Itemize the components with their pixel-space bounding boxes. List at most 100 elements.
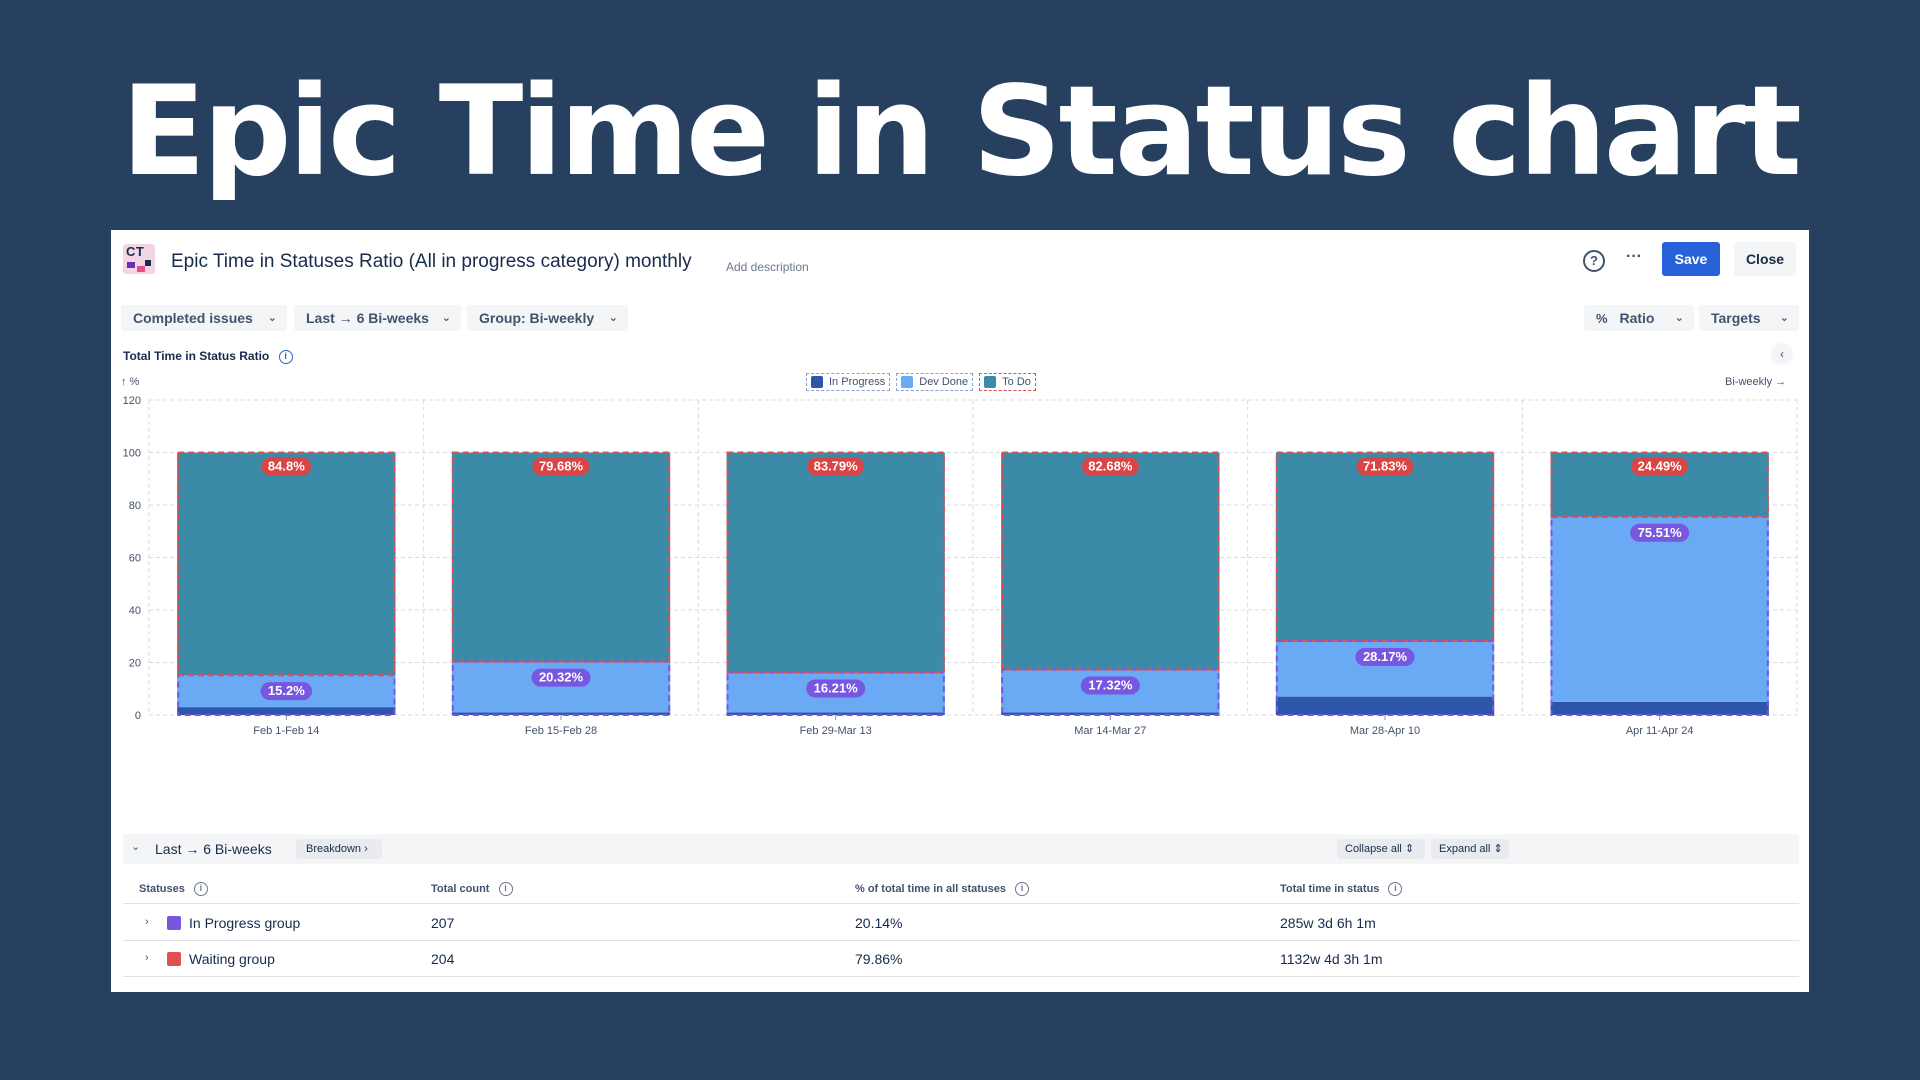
total-time-cell: 1132w 4d 3h 1m	[1280, 951, 1383, 967]
bar-segment	[177, 707, 396, 715]
view-mode-dropdown[interactable]: % Ratio ⌄	[1584, 305, 1694, 331]
legend-item-dev-done[interactable]: Dev Done	[896, 373, 974, 391]
collapse-all-label: Collapse all	[1345, 843, 1402, 855]
waiting-percent-label: 84.8%	[268, 459, 305, 474]
legend-label: Dev Done	[919, 376, 969, 388]
x-tick-label: Apr 11-Apr 24	[1626, 725, 1694, 737]
row-divider	[123, 976, 1799, 977]
expand-all-label: Expand all	[1439, 843, 1491, 855]
y-tick-label: 80	[129, 500, 141, 512]
chevron-down-icon[interactable]: ⌄	[131, 841, 141, 853]
help-icon[interactable]: ?	[1583, 250, 1605, 272]
info-icon[interactable]: i	[1015, 882, 1030, 896]
chart-heading: Total Time in Status Ratio i	[123, 349, 293, 364]
chevron-right-icon[interactable]: ›	[145, 952, 149, 964]
stacked-bar-chart: 0 20 40 60 80 100 120 84.8% 15.2% Feb 1-Feb 14 79.…	[123, 395, 1798, 737]
collapse-all-button[interactable]: Collapse all ⇕	[1337, 839, 1425, 859]
more-options-icon[interactable]: ···	[1626, 248, 1642, 265]
y-axis-unit: ↑ %	[121, 376, 140, 388]
in-progress-group-outline	[451, 660, 671, 717]
status-name[interactable]: Waiting group	[189, 951, 275, 967]
legend-item-in-progress[interactable]: In Progress	[806, 373, 891, 391]
app-logo-text: CT	[126, 244, 145, 259]
chevron-left-icon[interactable]: ‹	[1771, 343, 1793, 365]
chevron-right-icon: ›	[364, 843, 368, 855]
bar-segment	[1550, 516, 1769, 702]
y-tick-label: 0	[135, 710, 141, 722]
x-tick-label: Mar 14-Mar 27	[1074, 725, 1146, 737]
collapse-icon: ⇕	[1404, 843, 1415, 855]
y-tick-label: 100	[123, 448, 141, 460]
total-count-cell: 204	[431, 951, 455, 967]
column-header-percent: % of total time in all statuses i	[855, 882, 1030, 896]
bar-segment	[1275, 696, 1495, 715]
y-tick-label: 20	[129, 658, 141, 670]
waiting-percent-badge	[261, 457, 312, 476]
y-tick-label: 40	[129, 605, 141, 617]
waiting-percent-label: 79.68%	[539, 459, 584, 474]
waiting-percent-badge	[1081, 457, 1139, 476]
legend-swatch	[901, 376, 914, 388]
legend-item-to-do[interactable]: To Do	[979, 373, 1036, 391]
in-progress-percent-label: 16.21%	[814, 680, 859, 695]
expand-icon: ⇕	[1493, 843, 1503, 855]
in-progress-group-outline	[1275, 640, 1495, 717]
expand-all-button[interactable]: Expand all ⇕	[1431, 839, 1509, 859]
column-header-label: % of total time in all statuses	[855, 882, 1006, 895]
view-mode-label: Ratio	[1619, 310, 1655, 326]
bar-segment	[1001, 452, 1220, 670]
group-filter-dropdown[interactable]: Group: Bi-weekly ⌄	[467, 305, 628, 331]
x-axis-unit[interactable]: Bi-weekly →	[1725, 376, 1787, 388]
y-tick-label: 60	[129, 553, 141, 565]
info-icon[interactable]: i	[278, 349, 293, 364]
in-progress-percent-badge	[1355, 648, 1415, 667]
report-panel: CT Epic Time in Statuses Ratio (All in p…	[111, 230, 1809, 992]
waiting-group-outline	[726, 451, 945, 674]
breakdown-button[interactable]: Breakdown ›	[296, 839, 382, 859]
add-description-link[interactable]: Add description	[726, 260, 809, 274]
row-divider	[123, 940, 1799, 941]
in-progress-percent-label: 17.32%	[1088, 678, 1133, 693]
close-button[interactable]: Close	[1734, 242, 1796, 276]
waiting-percent-badge	[532, 457, 590, 476]
waiting-group-outline	[1001, 451, 1220, 671]
waiting-percent-badge	[807, 457, 865, 476]
total-time-cell: 285w 3d 6h 1m	[1280, 915, 1376, 931]
in-progress-percent-badge	[260, 682, 313, 701]
period-filter-label: Last → 6 Bi-weeks	[306, 310, 429, 326]
in-progress-percent-label: 15.2%	[268, 683, 305, 698]
column-header-total-time: Total time in status i	[1280, 882, 1403, 896]
in-progress-percent-label: 28.17%	[1363, 649, 1408, 664]
waiting-percent-label: 71.83%	[1363, 459, 1408, 474]
info-icon[interactable]: i	[193, 882, 208, 896]
report-title[interactable]: Epic Time in Statuses Ratio (All in prog…	[171, 251, 692, 272]
chevron-down-icon: ⌄	[441, 312, 451, 324]
status-name[interactable]: In Progress group	[189, 915, 301, 931]
legend-swatch	[984, 376, 997, 388]
info-icon[interactable]: i	[1388, 882, 1403, 896]
info-icon[interactable]: i	[498, 882, 513, 896]
column-header-total-count: Total count i	[431, 882, 513, 896]
column-header-label: Total count	[431, 882, 490, 895]
x-tick-label: Mar 28-Apr 10	[1350, 725, 1420, 737]
period-filter-dropdown[interactable]: Last → 6 Bi-weeks ⌄	[294, 305, 461, 331]
bar-segment	[1550, 701, 1769, 715]
targets-dropdown[interactable]: Targets ⌄	[1699, 305, 1799, 331]
table-toolbar: ⌄ Last → 6 Bi-weeks Breakdown › Collapse…	[123, 834, 1799, 864]
legend-swatch	[811, 376, 823, 388]
waiting-percent-label: 82.68%	[1088, 459, 1133, 474]
chevron-right-icon[interactable]: ›	[145, 916, 149, 928]
targets-label: Targets	[1711, 310, 1761, 326]
group-filter-label: Group: Bi-weekly	[479, 310, 595, 326]
table-toolbar-title[interactable]: Last → 6 Bi-weeks	[155, 841, 272, 857]
percent-cell: 20.14%	[855, 915, 903, 931]
total-count-cell: 207	[431, 915, 455, 931]
bar-segment	[726, 712, 945, 715]
bar-segment	[726, 452, 945, 673]
waiting-percent-label: 24.49%	[1638, 459, 1683, 474]
issues-filter-dropdown[interactable]: Completed issues ⌄	[121, 305, 287, 331]
save-button[interactable]: Save	[1662, 242, 1720, 276]
x-tick-label: Feb 1-Feb 14	[253, 725, 319, 737]
logo-block	[127, 262, 135, 268]
chart-title: Total Time in Status Ratio	[123, 349, 270, 363]
